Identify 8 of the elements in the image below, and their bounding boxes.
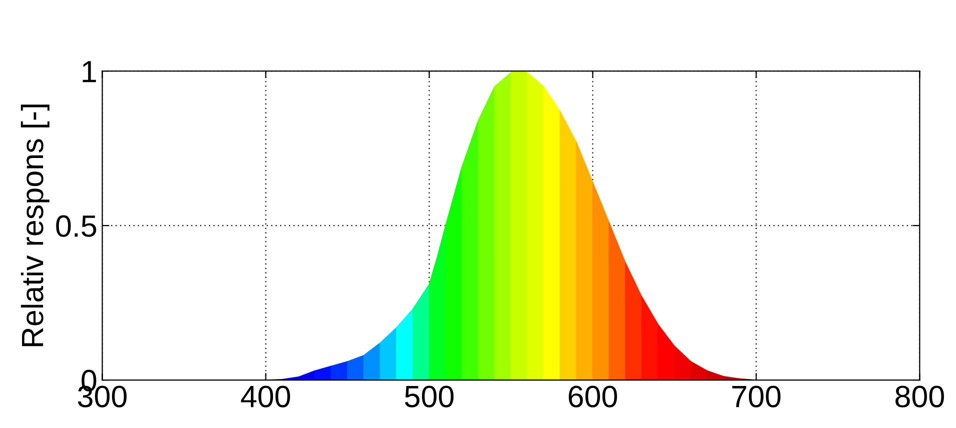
y-tick-label: 0.5 (56, 215, 96, 237)
y-tick-label: 1 (82, 61, 96, 82)
x-tick-label: 400 (240, 386, 290, 408)
y-axis-title: Relativ respons [-] (20, 104, 50, 346)
x-tick-label: 800 (896, 386, 944, 408)
x-tick-label: 700 (732, 386, 780, 408)
x-tick-label: 500 (404, 386, 454, 408)
x-tick-label: 600 (568, 386, 618, 408)
